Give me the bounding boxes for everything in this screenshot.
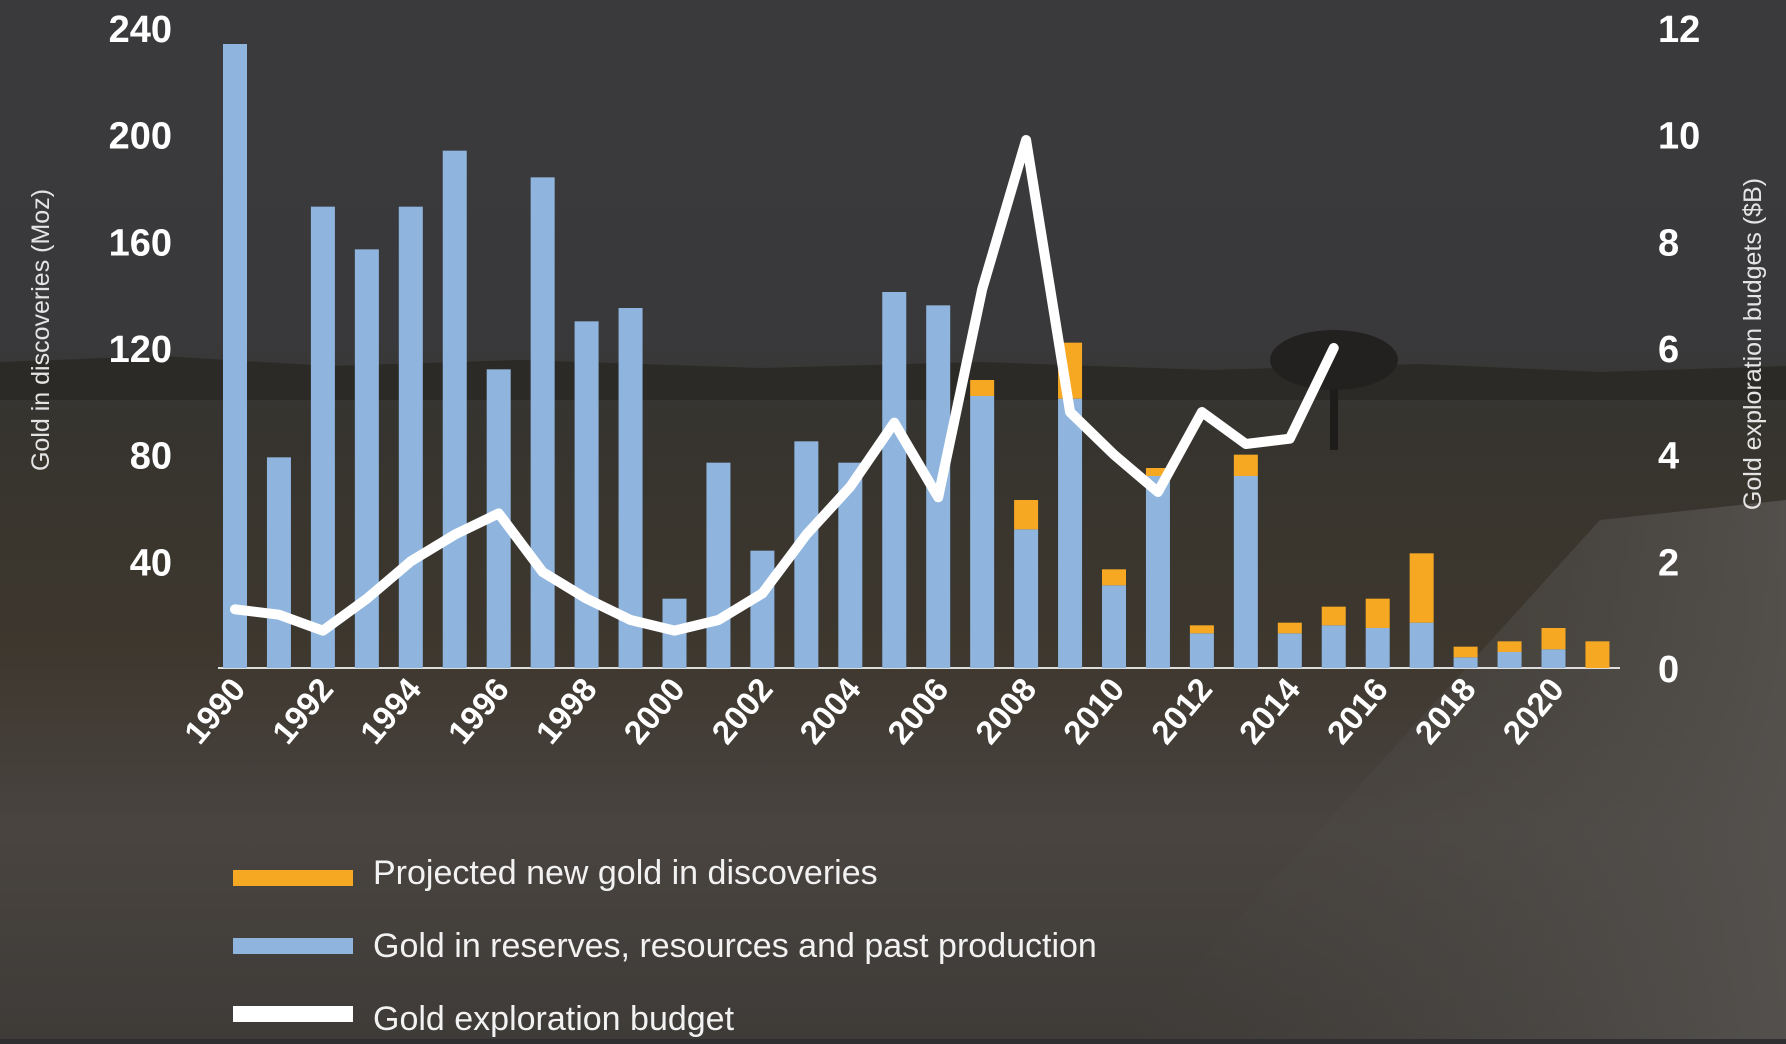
bar-reserves-1994 bbox=[398, 206, 423, 668]
bar-projected-2014 bbox=[1277, 622, 1302, 634]
right-axis-title: Gold exploration budgets ($B) bbox=[1739, 178, 1767, 510]
bar-projected-2019 bbox=[1497, 641, 1522, 652]
bar-projected-2018 bbox=[1453, 646, 1478, 658]
bar-reserves-1990 bbox=[223, 44, 247, 668]
bar-reserves-2018 bbox=[1453, 657, 1478, 668]
budget-line bbox=[230, 135, 1339, 636]
bar-reserves-1991 bbox=[266, 457, 291, 668]
left-tick-120: 120 bbox=[109, 329, 172, 371]
left-axis-title: Gold in discoveries (Moz) bbox=[27, 189, 55, 471]
left-tick-160: 160 bbox=[109, 222, 172, 264]
left-tick-240: 240 bbox=[109, 9, 172, 51]
bar-reserves-1999 bbox=[618, 308, 643, 668]
bar-reserves-2005 bbox=[882, 292, 907, 668]
legend-swatch-budget bbox=[233, 1006, 353, 1022]
left-axis-ticks: 40 80 120 160 200 240 bbox=[109, 9, 172, 584]
bar-projected-2008 bbox=[1014, 500, 1039, 530]
bar-reserves-2013 bbox=[1233, 476, 1258, 668]
right-tick-10: 10 bbox=[1658, 116, 1700, 158]
right-tick-2: 2 bbox=[1658, 542, 1679, 584]
bar-layer bbox=[223, 44, 1610, 669]
bar-projected-2015 bbox=[1321, 606, 1346, 626]
bar-reserves-2019 bbox=[1497, 652, 1522, 668]
bar-reserves-1995 bbox=[442, 150, 467, 668]
bar-reserves-2002 bbox=[750, 550, 775, 668]
bar-projected-2007 bbox=[970, 380, 995, 396]
legend-label-reserves: Gold in reserves, resources and past pro… bbox=[373, 927, 1097, 965]
bar-projected-2021 bbox=[1585, 641, 1610, 668]
acacia-tree bbox=[1270, 330, 1398, 450]
left-tick-200: 200 bbox=[109, 116, 172, 158]
right-tick-4: 4 bbox=[1658, 436, 1679, 478]
bar-projected-2012 bbox=[1189, 625, 1214, 634]
right-axis-ticks: 0 2 4 6 8 10 12 bbox=[1658, 9, 1700, 691]
bar-reserves-1992 bbox=[310, 206, 335, 668]
left-tick-40: 40 bbox=[130, 542, 172, 584]
background-road bbox=[1130, 500, 1786, 1039]
bar-reserves-2008 bbox=[1014, 529, 1039, 668]
bar-reserves-2003 bbox=[794, 441, 819, 668]
bar-reserves-2015 bbox=[1321, 625, 1346, 668]
bar-reserves-2011 bbox=[1145, 476, 1170, 668]
bar-reserves-2016 bbox=[1365, 628, 1390, 668]
right-tick-6: 6 bbox=[1658, 329, 1679, 371]
legend: Projected new gold in discoveries Gold i… bbox=[233, 854, 1097, 1038]
legend-label-projected: Projected new gold in discoveries bbox=[373, 854, 878, 892]
bar-reserves-2014 bbox=[1277, 633, 1302, 668]
legend-label-budget: Gold exploration budget bbox=[373, 1000, 735, 1038]
bar-projected-2011 bbox=[1145, 468, 1170, 476]
legend-swatch-reserves bbox=[233, 938, 353, 954]
bar-projected-2016 bbox=[1365, 598, 1390, 628]
legend-swatch-projected bbox=[233, 870, 353, 886]
bar-reserves-2010 bbox=[1102, 585, 1126, 668]
bar-reserves-2001 bbox=[706, 462, 731, 668]
right-tick-0: 0 bbox=[1658, 649, 1679, 691]
right-tick-8: 8 bbox=[1658, 222, 1679, 264]
bar-projected-2020 bbox=[1541, 628, 1566, 650]
right-tick-12: 12 bbox=[1658, 9, 1700, 51]
bar-reserves-2009 bbox=[1058, 398, 1083, 668]
bar-reserves-2012 bbox=[1189, 633, 1214, 668]
bar-reserves-2017 bbox=[1409, 622, 1434, 668]
bar-reserves-2020 bbox=[1541, 649, 1566, 668]
budget-line-layer bbox=[230, 135, 1339, 636]
bar-projected-2013 bbox=[1233, 454, 1258, 476]
bar-reserves-1997 bbox=[530, 177, 555, 669]
bar-projected-2017 bbox=[1409, 553, 1434, 623]
bar-projected-2010 bbox=[1102, 569, 1126, 586]
bar-reserves-2007 bbox=[970, 396, 995, 668]
left-tick-80: 80 bbox=[130, 436, 172, 478]
bar-reserves-1998 bbox=[574, 321, 599, 668]
